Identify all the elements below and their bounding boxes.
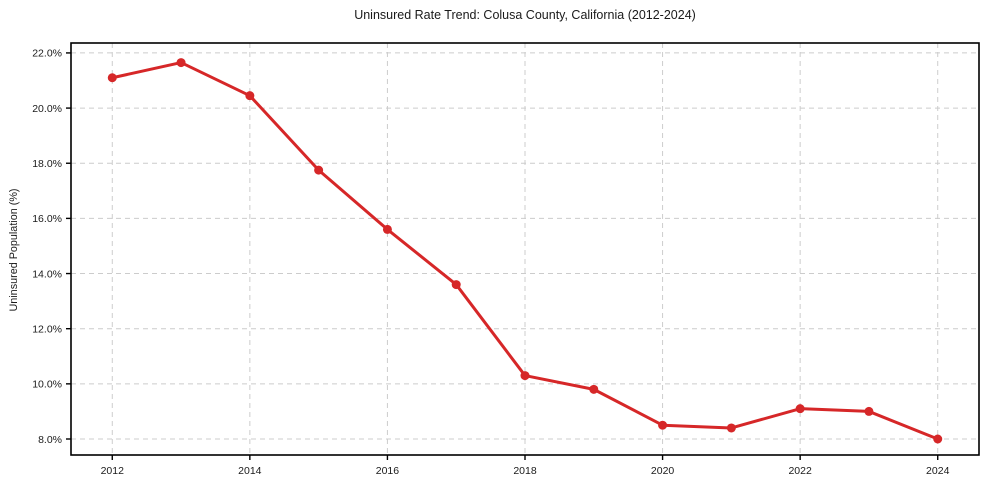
y-tick-label: 14.0%	[32, 268, 62, 280]
data-point-marker	[589, 384, 599, 394]
y-tick-label: 20.0%	[32, 103, 62, 115]
x-tick-label: 2022	[788, 465, 812, 477]
data-point-marker	[658, 420, 668, 430]
x-tick-label: 2020	[651, 465, 675, 477]
data-point-marker	[245, 91, 255, 101]
y-tick-label: 10.0%	[32, 379, 62, 391]
x-tick-label: 2014	[238, 465, 262, 477]
data-point-marker	[451, 280, 461, 290]
data-point-marker	[314, 165, 324, 175]
x-tick-label: 2024	[926, 465, 950, 477]
data-point-marker	[795, 404, 805, 414]
data-point-marker	[176, 58, 186, 68]
y-tick-label: 16.0%	[32, 213, 62, 225]
plot-border	[70, 42, 980, 456]
data-point-marker	[933, 434, 943, 444]
data-point-marker	[520, 371, 530, 381]
x-tick-label: 2012	[101, 465, 125, 477]
y-tick-label: 22.0%	[32, 48, 62, 60]
data-point-marker	[726, 423, 736, 433]
y-tick-label: 8.0%	[38, 434, 62, 446]
y-tick-label: 12.0%	[32, 323, 62, 335]
x-tick-label: 2016	[376, 465, 400, 477]
data-point-marker	[864, 406, 874, 416]
y-tick-label: 18.0%	[32, 158, 62, 170]
data-point-marker	[107, 73, 117, 83]
x-tick-label: 2018	[513, 465, 537, 477]
chart-title: Uninsured Rate Trend: Colusa County, Cal…	[354, 8, 696, 22]
data-point-marker	[382, 224, 392, 234]
